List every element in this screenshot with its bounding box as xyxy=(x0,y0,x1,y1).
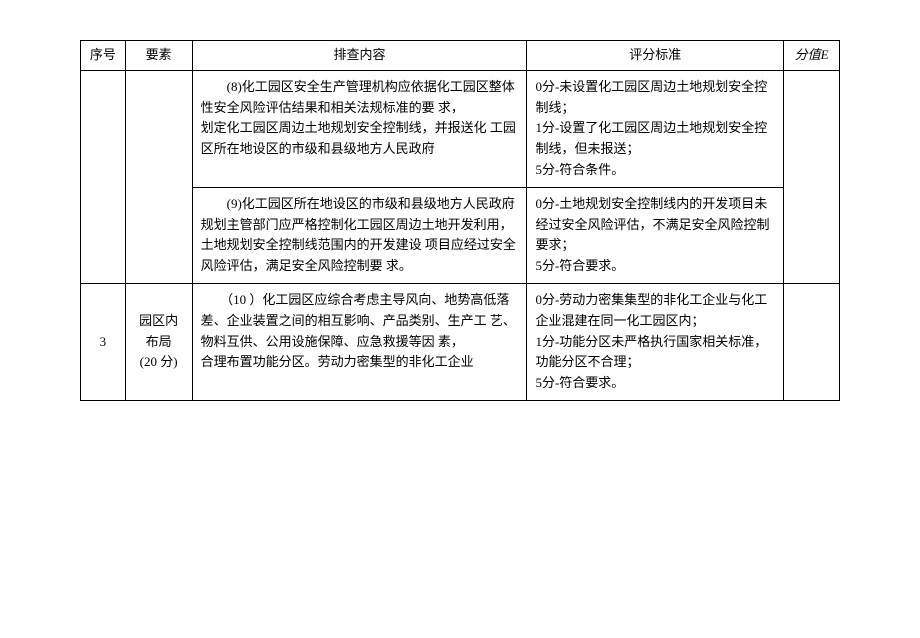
inspection-table: 序号 要素 排查内容 评分标准 分值E (8)化工园区安全生产管理机构应依据化工… xyxy=(80,40,840,401)
cell-element: 园区内布局(20 分) xyxy=(125,283,192,400)
table-row: (9)化工园区所在地设区的市级和县级地方人民政府规划主管部门应严格控制化工园区周… xyxy=(81,187,840,283)
table-row: (8)化工园区安全生产管理机构应依据化工园区整体性安全风险评估结果和相关法规标准… xyxy=(81,70,840,187)
table-row: 3 园区内布局(20 分) （10 ）化工园区应综合考虑主导风向、地势高低落 差… xyxy=(81,283,840,400)
cell-seq xyxy=(81,70,126,283)
header-score: 分值E xyxy=(784,41,840,71)
cell-criteria: 0分-劳动力密集集型的非化工企业与化工企业混建在同一化工园区内；1分-功能分区未… xyxy=(527,283,784,400)
table-header-row: 序号 要素 排查内容 评分标准 分值E xyxy=(81,41,840,71)
cell-content: （10 ）化工园区应综合考虑主导风向、地势高低落 差、企业装置之间的相互影响、产… xyxy=(192,283,527,400)
cell-seq: 3 xyxy=(81,283,126,400)
header-content: 排查内容 xyxy=(192,41,527,71)
cell-criteria: 0分-未设置化工园区周边土地规划安全控制线；1分-设置了化工园区周边土地规划安全… xyxy=(527,70,784,187)
cell-content: (8)化工园区安全生产管理机构应依据化工园区整体性安全风险评估结果和相关法规标准… xyxy=(192,70,527,187)
cell-score xyxy=(784,283,840,400)
header-element: 要素 xyxy=(125,41,192,71)
cell-element xyxy=(125,70,192,283)
cell-content: (9)化工园区所在地设区的市级和县级地方人民政府规划主管部门应严格控制化工园区周… xyxy=(192,187,527,283)
header-criteria: 评分标准 xyxy=(527,41,784,71)
cell-score xyxy=(784,70,840,283)
header-seq: 序号 xyxy=(81,41,126,71)
cell-criteria: 0分-土地规划安全控制线内的开发项目未经过安全风险评估，不满足安全风险控制要求；… xyxy=(527,187,784,283)
